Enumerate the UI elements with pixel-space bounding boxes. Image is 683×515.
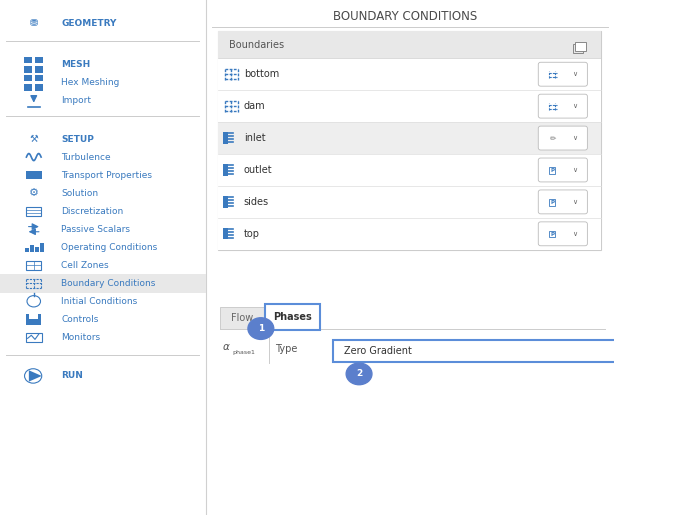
Text: P: P <box>550 168 555 173</box>
FancyBboxPatch shape <box>35 75 43 81</box>
Text: Passive Scalars: Passive Scalars <box>61 225 130 234</box>
Text: top: top <box>244 229 260 239</box>
Text: 1: 1 <box>257 324 264 333</box>
FancyBboxPatch shape <box>538 62 587 86</box>
Text: Type: Type <box>275 344 297 354</box>
FancyBboxPatch shape <box>25 248 29 252</box>
Text: ∨: ∨ <box>572 71 578 77</box>
FancyBboxPatch shape <box>30 245 33 252</box>
FancyBboxPatch shape <box>0 274 206 293</box>
Text: Turbulence: Turbulence <box>61 152 111 162</box>
FancyBboxPatch shape <box>0 0 206 515</box>
Text: BOUNDARY CONDITIONS: BOUNDARY CONDITIONS <box>333 10 477 23</box>
FancyBboxPatch shape <box>24 75 32 81</box>
Text: ∨: ∨ <box>572 103 578 109</box>
FancyBboxPatch shape <box>24 66 32 73</box>
Text: Zero Gradient: Zero Gradient <box>344 346 413 356</box>
FancyBboxPatch shape <box>538 158 587 182</box>
Text: Controls: Controls <box>61 315 99 324</box>
FancyBboxPatch shape <box>538 94 587 118</box>
Text: Import: Import <box>61 96 92 105</box>
FancyBboxPatch shape <box>35 84 43 91</box>
Text: MESH: MESH <box>61 60 91 69</box>
Text: $\alpha$: $\alpha$ <box>221 342 230 352</box>
FancyBboxPatch shape <box>35 247 39 252</box>
FancyBboxPatch shape <box>333 340 683 362</box>
Text: GEOMETRY: GEOMETRY <box>61 19 117 28</box>
Circle shape <box>346 363 372 385</box>
Text: ∨: ∨ <box>572 135 578 141</box>
FancyBboxPatch shape <box>218 90 602 122</box>
Text: Hex Meshing: Hex Meshing <box>61 78 120 87</box>
Text: ∨: ∨ <box>572 199 578 205</box>
FancyBboxPatch shape <box>220 307 264 329</box>
FancyBboxPatch shape <box>27 314 41 325</box>
FancyBboxPatch shape <box>223 164 228 176</box>
FancyBboxPatch shape <box>218 186 602 218</box>
Text: RUN: RUN <box>61 371 83 381</box>
Text: Discretization: Discretization <box>61 207 124 216</box>
Text: Operating Conditions: Operating Conditions <box>61 243 158 252</box>
FancyBboxPatch shape <box>218 31 602 250</box>
FancyBboxPatch shape <box>218 31 602 58</box>
Text: Initial Conditions: Initial Conditions <box>61 297 138 306</box>
Text: SETUP: SETUP <box>61 134 94 144</box>
Text: Boundary Conditions: Boundary Conditions <box>61 279 156 288</box>
Text: ✏: ✏ <box>550 133 556 143</box>
FancyBboxPatch shape <box>265 304 320 330</box>
Text: P: P <box>550 232 555 237</box>
Text: Flow: Flow <box>231 313 253 323</box>
Text: inlet: inlet <box>244 133 265 143</box>
Text: ⚒: ⚒ <box>29 134 38 144</box>
Text: ⚙: ⚙ <box>29 188 39 198</box>
FancyBboxPatch shape <box>538 126 587 150</box>
FancyBboxPatch shape <box>223 196 228 208</box>
Text: Solution: Solution <box>61 188 98 198</box>
Text: P: P <box>550 200 555 205</box>
Text: bottom: bottom <box>244 69 279 79</box>
Text: outlet: outlet <box>244 165 273 175</box>
Text: phase1: phase1 <box>232 350 255 355</box>
Text: Transport Properties: Transport Properties <box>61 170 152 180</box>
FancyBboxPatch shape <box>24 57 32 63</box>
Text: Boundaries: Boundaries <box>229 40 284 49</box>
FancyBboxPatch shape <box>223 228 228 239</box>
FancyBboxPatch shape <box>35 66 43 73</box>
FancyBboxPatch shape <box>218 154 602 186</box>
FancyBboxPatch shape <box>575 42 585 51</box>
FancyBboxPatch shape <box>218 122 602 154</box>
Text: Monitors: Monitors <box>61 333 100 342</box>
FancyBboxPatch shape <box>538 222 587 246</box>
FancyBboxPatch shape <box>24 84 32 91</box>
Text: ∨: ∨ <box>572 231 578 237</box>
FancyBboxPatch shape <box>26 171 42 179</box>
Polygon shape <box>29 370 42 382</box>
Text: Phases: Phases <box>273 312 312 322</box>
FancyBboxPatch shape <box>40 243 44 252</box>
FancyBboxPatch shape <box>223 132 228 144</box>
Text: 2: 2 <box>356 369 362 379</box>
FancyBboxPatch shape <box>35 57 43 63</box>
Text: dam: dam <box>244 101 265 111</box>
Circle shape <box>248 318 274 339</box>
FancyBboxPatch shape <box>218 218 602 250</box>
Text: Cell Zones: Cell Zones <box>61 261 109 270</box>
FancyBboxPatch shape <box>218 58 602 90</box>
Text: sides: sides <box>244 197 269 207</box>
FancyBboxPatch shape <box>29 314 38 319</box>
FancyBboxPatch shape <box>538 190 587 214</box>
Text: ⛃: ⛃ <box>29 18 38 28</box>
FancyBboxPatch shape <box>572 44 583 53</box>
Text: ∨: ∨ <box>572 167 578 173</box>
